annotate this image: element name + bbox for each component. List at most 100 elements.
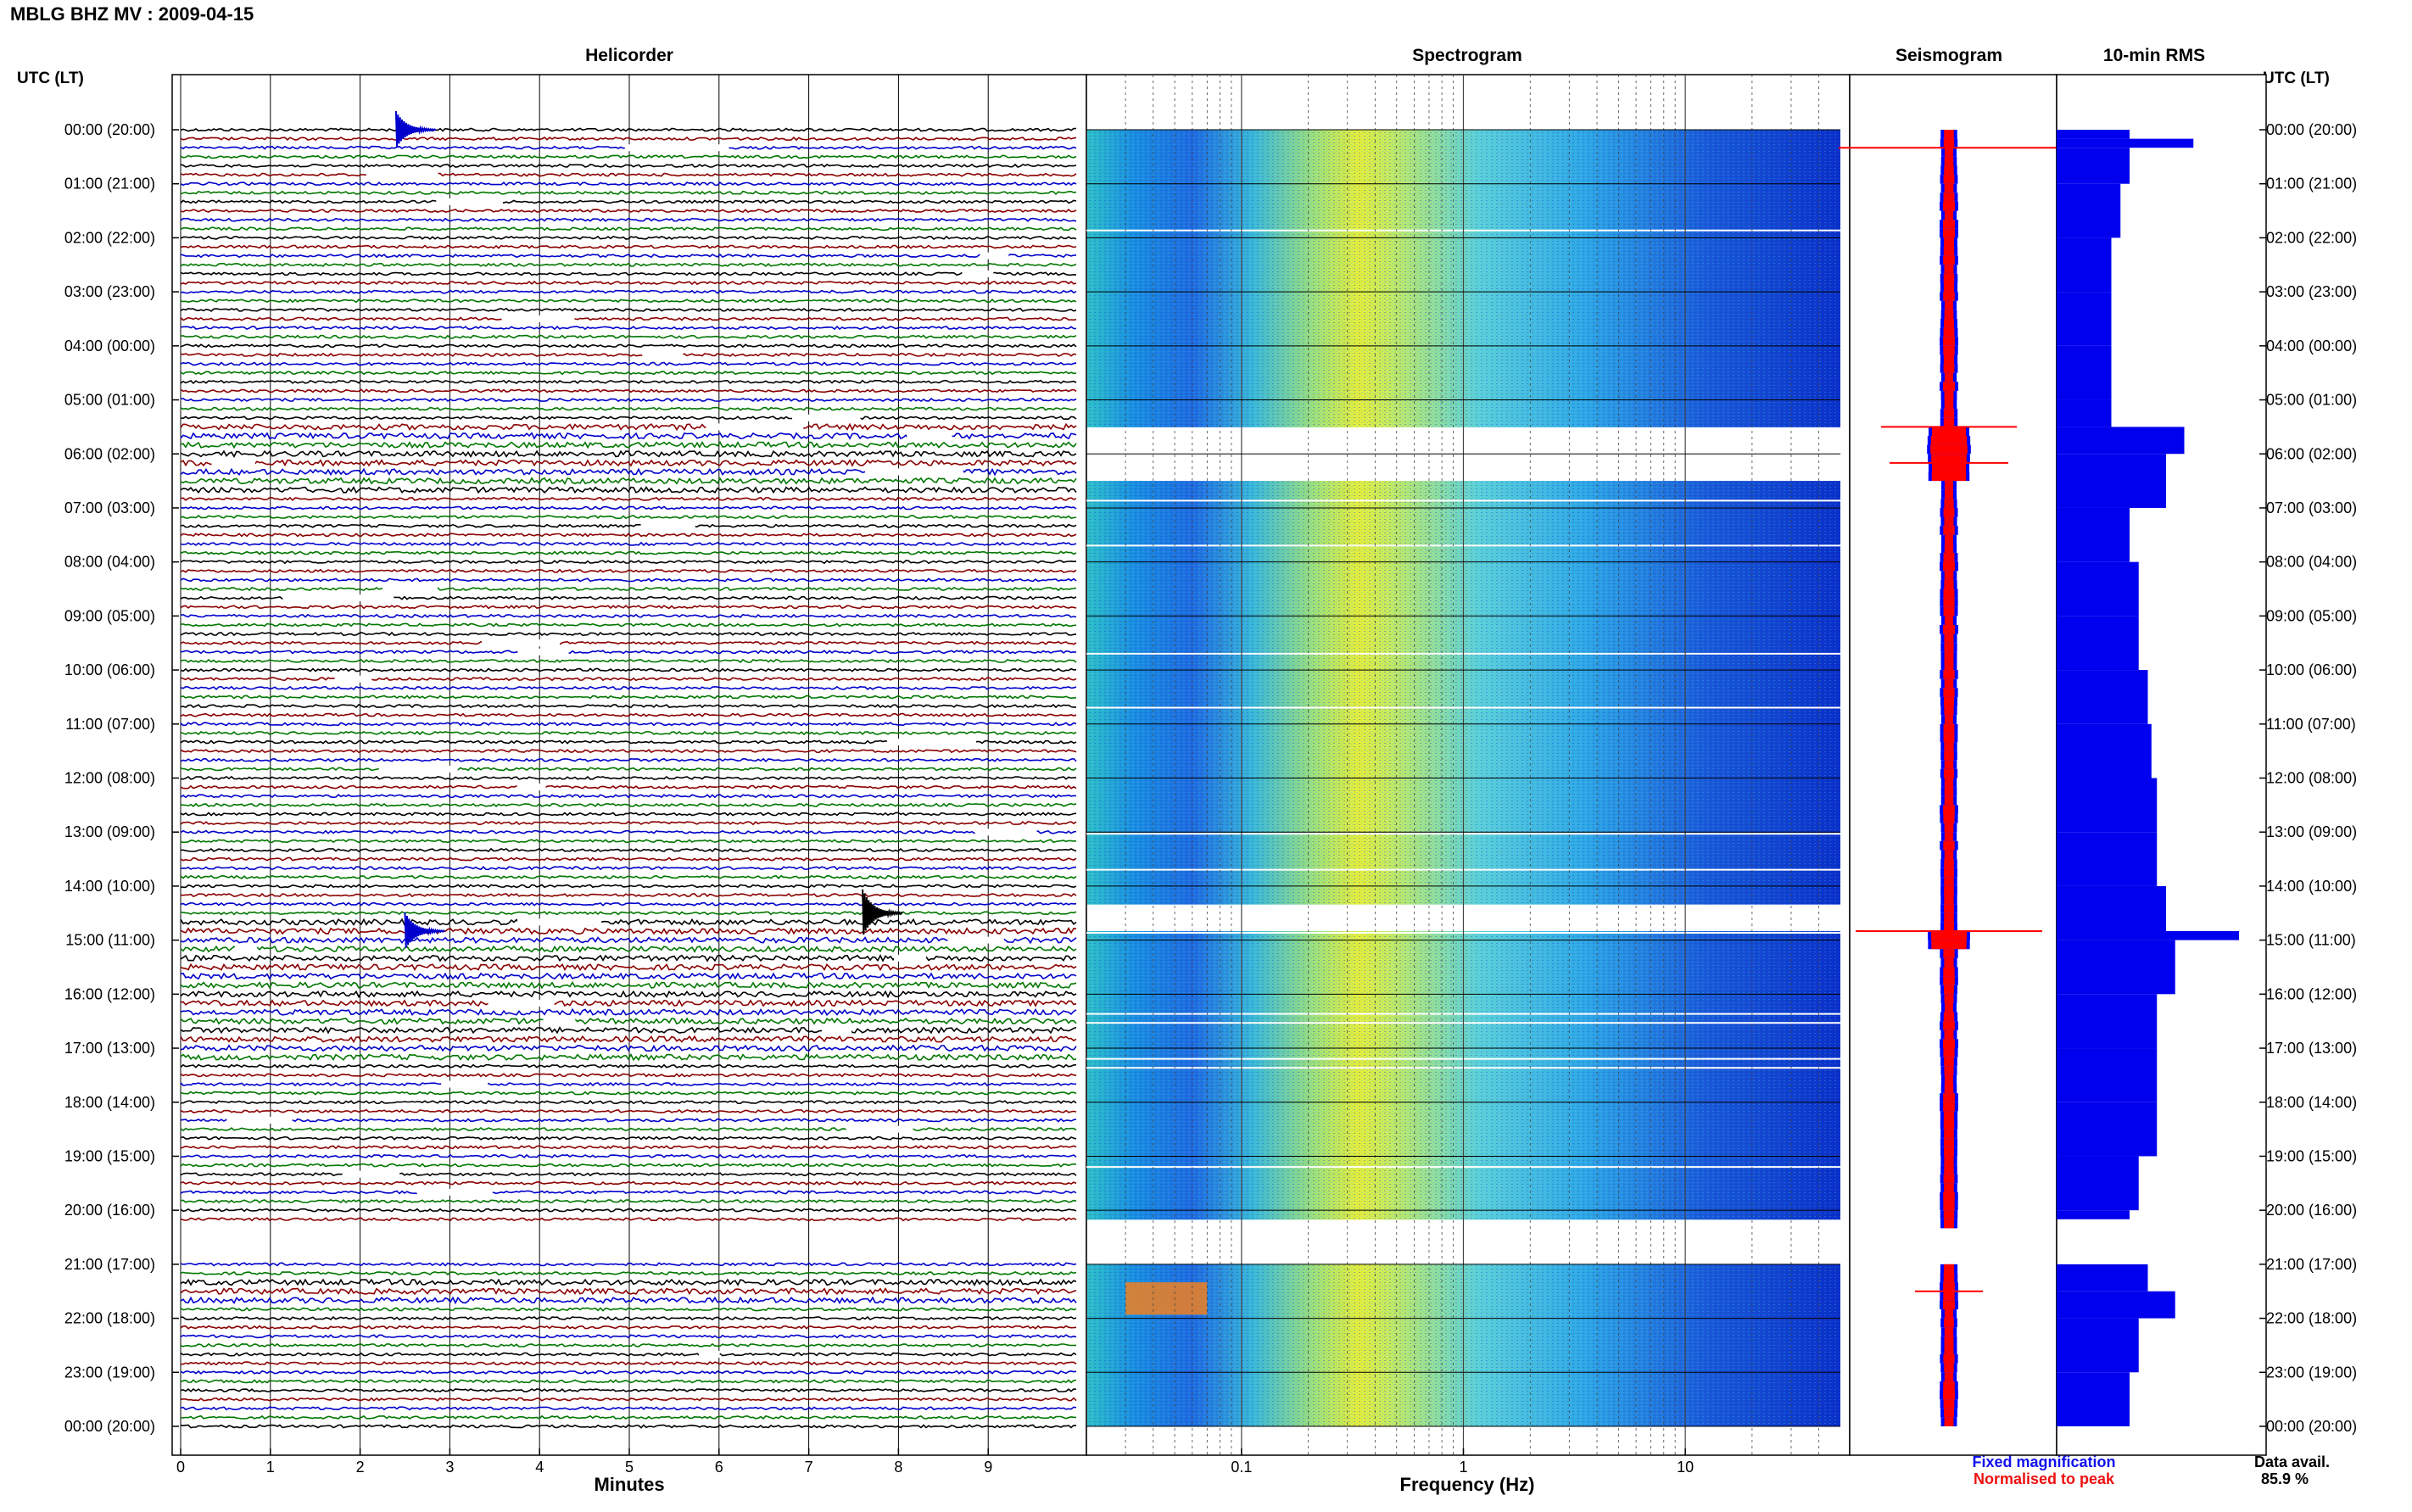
helicorder-xtick-label: 1 [266,1459,275,1476]
helicorder-trace-row [180,172,1077,177]
seismogram-normalised-segment [1944,390,1954,400]
seismogram-normalised-segment [1943,1390,1955,1400]
helicorder-xtick-label: 0 [176,1459,185,1476]
seismogram-normalised-segment [1943,1291,1955,1301]
rms-bar [2057,885,2166,932]
time-label-left: 11:00 (07:00) [65,716,155,733]
seismogram-normalised-segment [1944,795,1954,806]
helicorder-dropout [886,739,976,746]
seismogram-normalised-segment [1943,598,1955,607]
seismogram-normalised-segment [1944,571,1954,580]
helicorder-dropout [698,1351,720,1359]
time-label-right: 16:00 (12:00) [2266,985,2357,1002]
helicorder-trace-row [180,371,1077,376]
helicorder-trace-row [180,911,1077,916]
spectrogram-xtick-label: 10 [1677,1459,1694,1476]
helicorder-trace-row [180,523,1077,528]
helicorder-trace-row [180,1361,1077,1366]
seismogram-normalised-segment [1944,1066,1954,1075]
seismogram-normalised-segment [1944,706,1954,716]
seismogram-normalised-segment [1943,382,1955,391]
helicorder-trace-row [180,605,1077,610]
helicorder-dropout [517,648,569,656]
time-label-left: 01:00 (21:00) [64,176,155,192]
rms-bar [2057,1318,2139,1373]
helicorder-trace-row [180,667,1077,672]
seismogram-normalised-segment [1943,768,1955,778]
time-label-left: 17:00 (13:00) [64,1040,155,1057]
helicorder-trace-row [180,577,1077,583]
seismogram-normalised-segment [1944,1074,1954,1085]
seismogram-panel [1839,74,2059,1456]
helicorder-trace-row [180,821,1077,826]
seismogram-normalised-segment [1944,957,1954,968]
helicorder-dropout [543,1018,576,1025]
seismogram-normalised-segment [1943,949,1955,958]
rms-bar [2057,399,2112,427]
helicorder-trace-row [180,1342,1077,1347]
helicorder-trace-row [180,1278,1077,1286]
seismogram-normalised-segment [1943,507,1955,517]
seismogram-normalised-segment [1944,1417,1954,1426]
helicorder-trace-row [180,1262,1077,1267]
helicorder-trace-row [180,459,1077,467]
helicorder-xtick-label: 4 [535,1459,544,1476]
seismogram-normalised-segment [1944,643,1954,652]
helicorder-trace-row [180,361,1077,366]
seismogram-normalised-segment [1943,1191,1955,1202]
helicorder-dropout [792,414,861,421]
seismogram-title: Seismogram [1896,46,2002,65]
seismogram-normalised-segment [1944,787,1954,796]
helicorder-dropout [482,639,561,647]
seismogram-normalised-segment [1931,471,1967,482]
helicorder-trace-row [180,1334,1077,1339]
helicorder-trace-row [180,712,1077,717]
helicorder-trace-row [180,972,1077,980]
helicorder-dropout [517,918,602,926]
rms-bar [2057,130,2130,139]
time-label-left: 20:00 (16:00) [64,1202,155,1219]
helicorder-trace-row [180,1145,1077,1150]
helicorder-trace-row [180,622,1077,628]
seismogram-normalised-segment [1943,201,1955,211]
seismogram-normalised-segment [1944,1147,1954,1157]
helicorder-trace-row [180,422,1077,432]
helicorder-trace-row [180,1316,1077,1321]
time-label-left: 13:00 (09:00) [64,823,155,840]
seismogram-normalised-segment [1944,265,1954,274]
seismogram-normalised-segment [1943,354,1955,365]
helicorder-xtick-label: 6 [715,1459,723,1476]
helicorder-trace-row [180,901,1077,907]
helicorder-dropout [382,585,438,593]
helicorder-trace-row [180,936,1077,945]
helicorder-dropout [211,459,255,466]
helicorder-trace-row [180,533,1077,538]
rms-bar [2057,292,2112,346]
rms-bar [2057,723,2152,778]
helicorder-dropout [436,198,503,205]
seismogram-normalised-segment [1944,310,1954,319]
seismogram-normalised-segment [1944,165,1954,176]
helicorder-trace-row [180,1307,1077,1312]
helicorder-trace-row [180,722,1077,727]
helicorder-trace-row [180,1163,1076,1168]
helicorder-event-spike [404,912,445,948]
seismogram-normalised-segment [1943,282,1955,293]
helicorder-dropout [846,1125,913,1133]
helicorder-trace-row [180,613,1077,618]
seismogram-normalised-segment [1944,1165,1954,1174]
time-label-left: 18:00 (14:00) [64,1094,155,1111]
seismogram-normalised-segment [1943,337,1955,346]
helicorder-trace-row [180,749,1077,754]
seismogram-normalised-segment [1944,1318,1954,1328]
helicorder-trace-row [180,1108,1077,1113]
time-label-right: 22:00 (18:00) [2266,1310,2357,1327]
helicorder-dropout [907,432,952,440]
seismogram-normalised-segment [1943,273,1955,283]
seismogram-normalised-segment [1944,1308,1954,1319]
seismogram-normalised-segment [1944,1345,1954,1355]
time-label-left: 02:00 (22:00) [64,229,155,246]
helicorder-trace-row [180,999,1077,1007]
helicorder-trace-row [180,802,1077,807]
